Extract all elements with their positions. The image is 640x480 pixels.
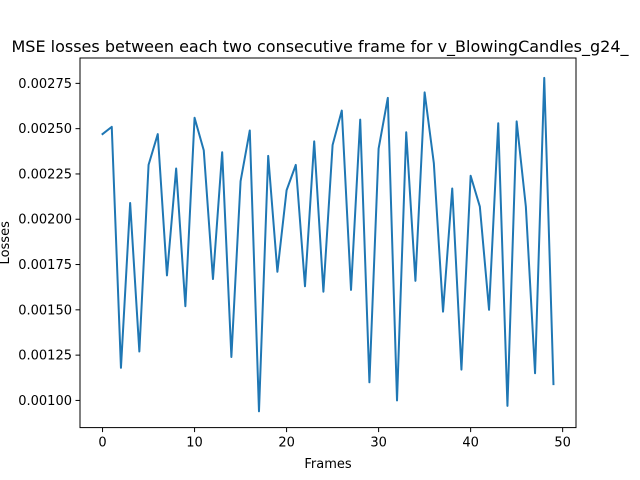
x-tick-label: 20: [278, 436, 295, 451]
x-axis-label: Frames: [304, 457, 352, 472]
x-tick-label: 50: [554, 436, 571, 451]
chart-title: MSE losses between each two consecutive …: [11, 37, 629, 57]
y-tick-label: 0.00100: [18, 394, 72, 409]
axes-frame: [79, 57, 577, 429]
y-tick-label: 0.00150: [18, 303, 72, 318]
series-line: [101, 76, 555, 413]
x-tick-label: 30: [370, 436, 387, 451]
y-tick-label: 0.00225: [18, 167, 72, 182]
y-tick-label: 0.00125: [18, 349, 72, 364]
y-tick-label: 0.00250: [18, 122, 72, 137]
y-tick-label: 0.00175: [18, 258, 72, 273]
x-tick-label: 10: [186, 436, 203, 451]
axis-ticks: 0 10 20 30 40 50 0.00100 0.00125 0.00150 0.00175 0…: [18, 77, 571, 451]
y-axis-label: Losses: [0, 221, 13, 265]
x-tick-label: 40: [462, 436, 479, 451]
y-tick-label: 0.00275: [18, 77, 72, 92]
x-tick-label: 0: [98, 436, 106, 451]
y-tick-label: 0.00200: [18, 213, 72, 228]
plot-area: [101, 76, 555, 413]
